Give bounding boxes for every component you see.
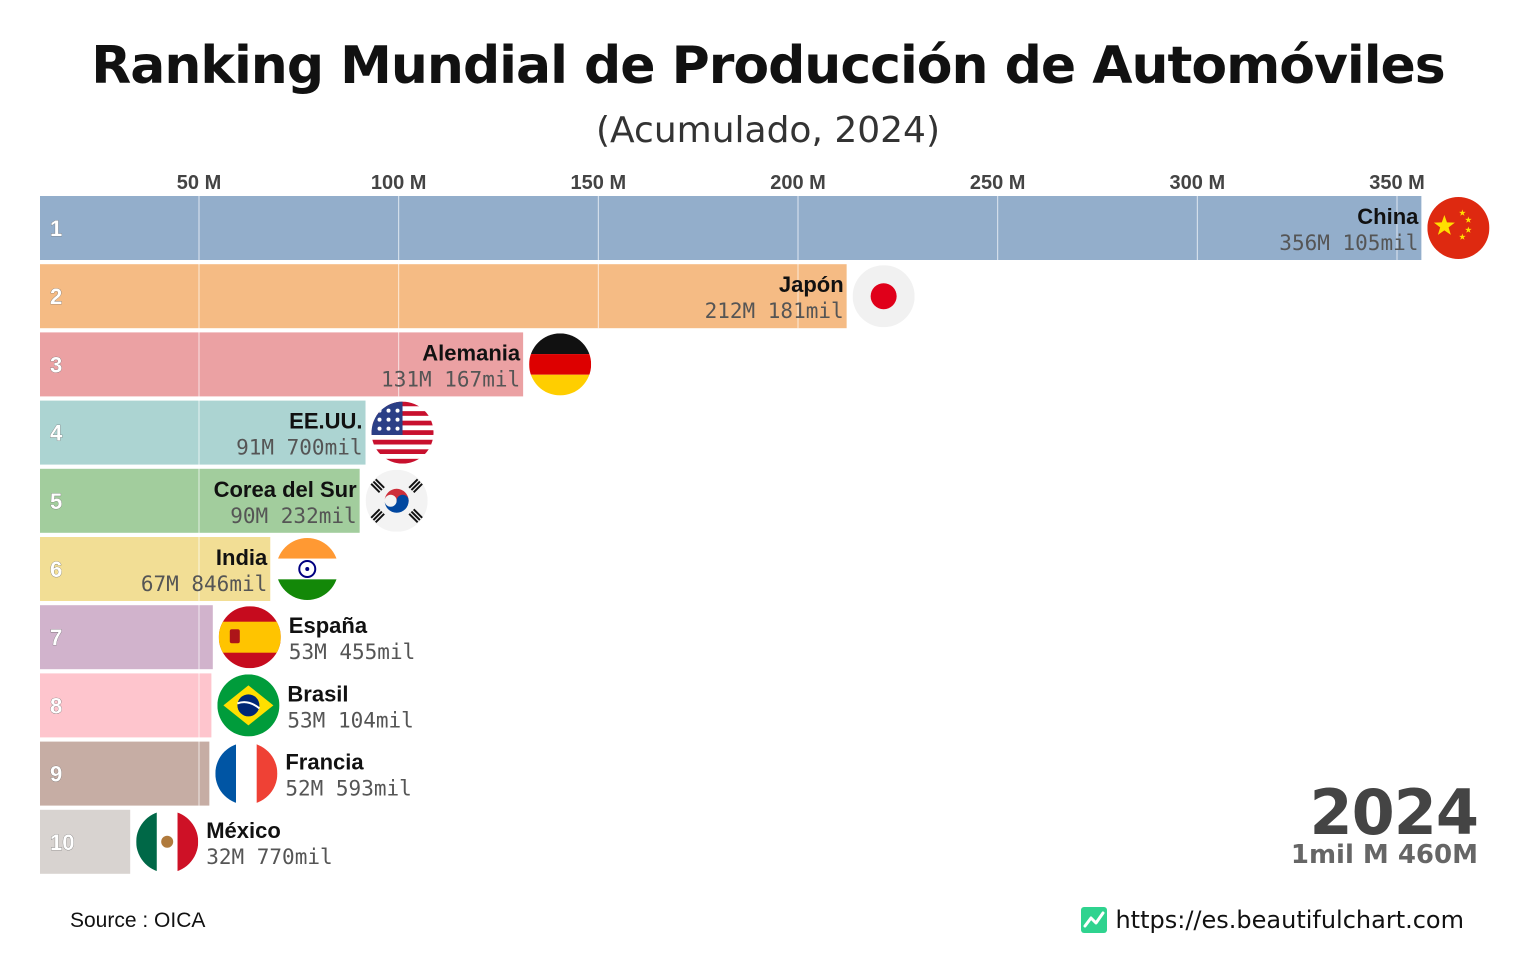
rank-label: 5	[50, 489, 62, 514]
x-tick-label: 250 M	[970, 172, 1026, 194]
bars	[40, 196, 1422, 874]
x-tick-label: 150 M	[571, 172, 627, 194]
rank-label: 8	[50, 693, 62, 718]
usa-flag-icon	[371, 401, 434, 464]
country-label: Alemania	[422, 340, 521, 365]
india-flag-icon	[276, 538, 339, 600]
chart-title: Ranking Mundial de Producción de Automóv…	[91, 36, 1446, 96]
bar-1	[40, 196, 1422, 260]
country-label: India	[216, 545, 268, 570]
country-label: México	[206, 818, 281, 843]
country-label: Francia	[285, 750, 364, 775]
bar-4	[40, 400, 366, 465]
brazil-flag-icon	[217, 674, 280, 737]
bar-2	[40, 264, 847, 329]
country-label: EE.UU.	[289, 409, 362, 434]
bar-5	[40, 468, 360, 533]
rank-label: 4	[50, 421, 63, 446]
china-flag-icon	[1427, 197, 1490, 259]
value-label: 32M 770mil	[206, 845, 332, 869]
rank-label: 7	[50, 625, 62, 650]
value-label: 53M 104mil	[287, 708, 413, 732]
gridlines	[198, 196, 1398, 806]
bar-3	[40, 332, 524, 397]
x-tick-label: 200 M	[770, 172, 826, 194]
rank-label: 1	[50, 216, 62, 241]
bar-10	[40, 809, 131, 874]
value-label: 52M 593mil	[285, 777, 411, 801]
value-label: 131M 167mil	[381, 367, 520, 391]
value-label: 212M 181mil	[705, 299, 844, 323]
rank-label: 9	[50, 762, 62, 787]
x-tick-label: 350 M	[1369, 172, 1425, 194]
country-label: Brasil	[287, 681, 348, 706]
value-label: 53M 455mil	[289, 640, 415, 664]
bar-6	[40, 537, 271, 601]
rank-label: 2	[50, 284, 62, 309]
country-label: Corea del Sur	[214, 477, 357, 502]
spain-flag-icon	[218, 606, 281, 669]
mexico-flag-icon	[136, 810, 199, 873]
year-label: 2024	[1309, 776, 1479, 849]
bar-7	[40, 605, 213, 670]
country-label: Japón	[779, 272, 844, 297]
website-url[interactable]: https://es.beautifulchart.com	[1115, 906, 1464, 934]
x-axis: 50 M 100 M 150 M 200 M 250 M 300 M 350 M	[177, 172, 1425, 194]
rank-label: 6	[50, 557, 62, 582]
country-label: España	[289, 613, 368, 638]
bar-8	[40, 673, 212, 738]
france-flag-icon	[215, 742, 278, 805]
south-korea-flag-icon	[365, 469, 428, 532]
bar-9	[40, 741, 210, 806]
rank-label: 10	[50, 830, 74, 855]
source-label: Source : OICA	[70, 909, 206, 932]
value-label: 356M 105mil	[1279, 231, 1418, 255]
chart-line-icon	[1081, 907, 1108, 933]
value-label: 91M 700mil	[236, 436, 362, 460]
total-label: 1mil M 460M	[1290, 840, 1478, 870]
website-link[interactable]: https://es.beautifulchart.com	[1081, 906, 1464, 934]
japan-flag-icon	[852, 265, 915, 328]
x-tick-label: 100 M	[371, 172, 427, 194]
value-label: 67M 846mil	[141, 572, 267, 596]
rank-label: 3	[50, 352, 62, 377]
x-tick-label: 300 M	[1170, 172, 1226, 194]
x-tick-label: 50 M	[177, 172, 221, 194]
country-label: China	[1357, 204, 1419, 229]
chart-subtitle: (Acumulado, 2024)	[595, 110, 941, 151]
germany-flag-icon	[529, 333, 592, 396]
value-label: 90M 232mil	[230, 504, 356, 528]
